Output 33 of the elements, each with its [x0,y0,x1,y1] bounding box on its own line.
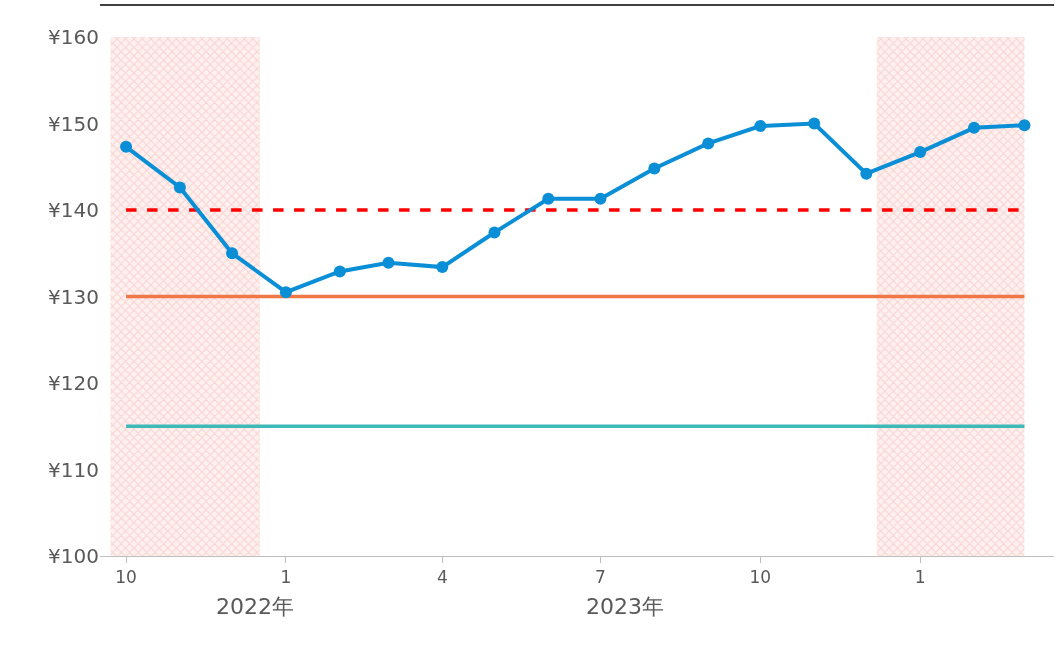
point [542,192,555,205]
point [754,120,767,133]
point [436,261,449,274]
text: 2022年 [216,594,294,619]
y-tick-label: ¥100 [48,544,99,568]
x-tick-label: 4 [436,567,448,588]
point [333,265,346,278]
y-tick-label: ¥160 [48,25,99,49]
y-tick-label: ¥150 [48,111,99,136]
text: 2023年 [586,594,664,619]
point [914,146,927,159]
x-tick-label: 10 [115,567,137,588]
point [808,117,821,130]
point [173,181,186,194]
point [702,137,715,150]
y-tick-label: ¥140 [48,198,99,222]
point [120,140,133,153]
point [279,286,292,299]
point [488,226,501,239]
point [382,256,395,269]
point [860,167,873,180]
point [648,162,661,175]
point [594,192,607,205]
point [968,121,981,134]
point [1018,119,1031,132]
y-tick-label: ¥120 [48,371,99,395]
y-tick-label: ¥110 [48,457,99,482]
x-tick-label: 7 [595,567,606,588]
x-tick-label: 10 [749,567,772,588]
point [226,247,239,260]
y-tick-label: ¥130 [48,284,99,309]
x-tick-label: 1 [914,567,926,588]
x-tick-label: 1 [280,567,292,588]
